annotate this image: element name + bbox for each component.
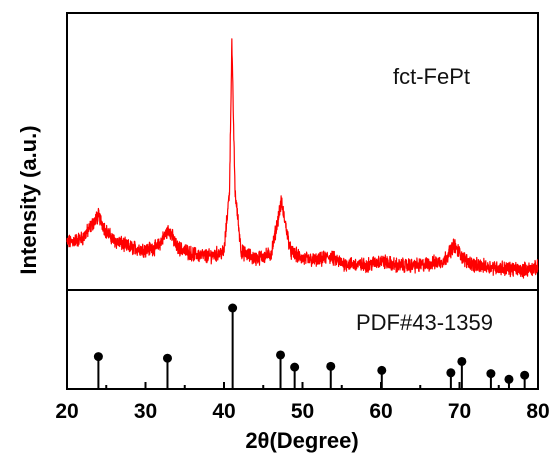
reference-peak-marker-4 xyxy=(290,362,300,372)
x-tick-label-50: 50 xyxy=(291,400,314,423)
reference-peak-marker-0 xyxy=(93,352,103,362)
reference-peaks xyxy=(93,303,530,389)
reference-peak-marker-5 xyxy=(326,361,336,371)
reference-peak-marker-8 xyxy=(457,356,467,366)
x-axis-title: 2θ(Degree) xyxy=(245,428,358,453)
reference-peak-marker-2 xyxy=(228,303,238,313)
xrd-pattern-series xyxy=(66,38,539,279)
bottom-panel-frame xyxy=(66,289,539,390)
reference-peak-marker-3 xyxy=(276,350,286,360)
x-tick-label-40: 40 xyxy=(212,400,235,423)
reference-label: PDF#43-1359 xyxy=(356,310,493,335)
x-tick-label-80: 80 xyxy=(526,400,549,423)
xrd-series-line xyxy=(66,38,539,279)
sample-label: fct-FePt xyxy=(393,64,470,89)
reference-peak-marker-6 xyxy=(377,365,387,375)
x-tick-label-60: 60 xyxy=(369,400,392,423)
reference-peak-marker-1 xyxy=(162,353,172,363)
reference-peak-marker-7 xyxy=(446,368,456,378)
x-axis-ticks: 20 30 40 50 60 70 80 xyxy=(55,382,550,423)
y-axis-title: Intensity (a.u.) xyxy=(16,125,41,274)
reference-peak-marker-10 xyxy=(504,374,514,384)
x-tick-label-70: 70 xyxy=(448,400,471,423)
x-tick-label-30: 30 xyxy=(134,400,157,423)
reference-peak-marker-9 xyxy=(486,369,496,379)
x-tick-label-20: 20 xyxy=(55,400,78,423)
reference-peak-marker-11 xyxy=(520,370,530,380)
